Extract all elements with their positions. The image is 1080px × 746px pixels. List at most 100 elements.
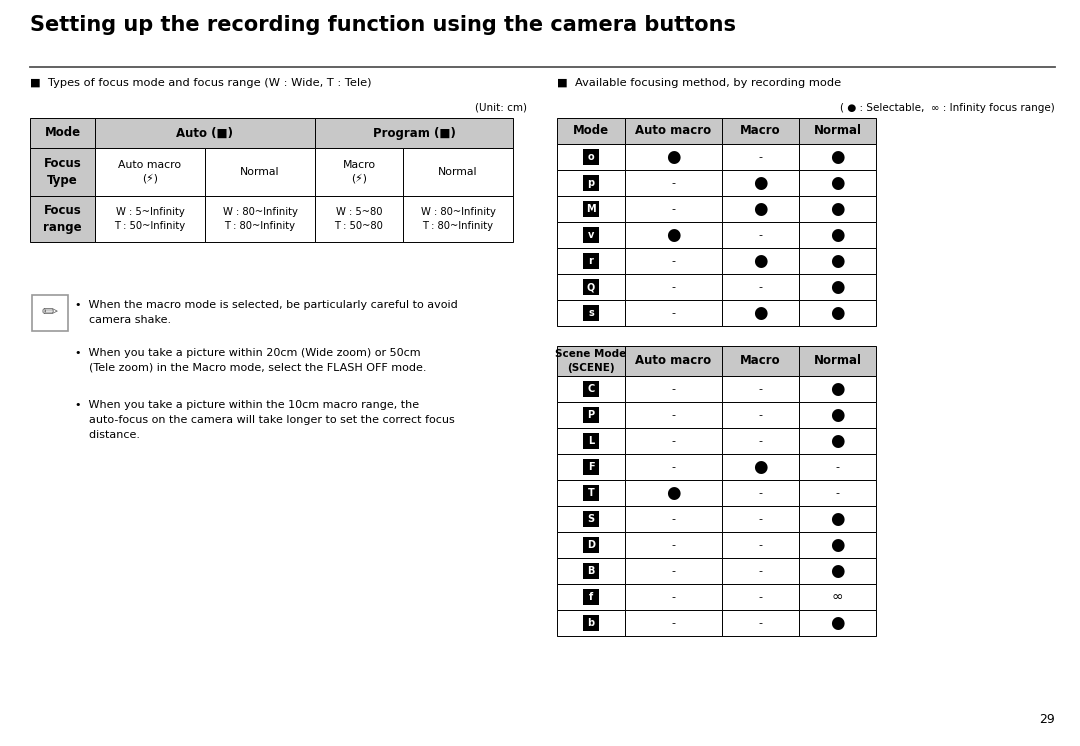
Text: ∞: ∞: [832, 590, 843, 604]
Bar: [315, 118, 513, 148]
Bar: [799, 558, 876, 584]
Bar: [723, 402, 799, 428]
Bar: [583, 537, 599, 553]
Bar: [625, 480, 723, 506]
Text: ●: ●: [831, 614, 845, 632]
Bar: [583, 433, 599, 449]
Text: ●: ●: [831, 226, 845, 244]
Bar: [625, 274, 723, 300]
Text: ●: ●: [831, 562, 845, 580]
Text: F: F: [588, 462, 594, 472]
Bar: [315, 196, 403, 242]
Text: p: p: [588, 178, 595, 188]
Bar: [799, 346, 876, 376]
Text: Auto macro
(⚡): Auto macro (⚡): [119, 160, 181, 184]
Text: -: -: [758, 514, 762, 524]
Bar: [557, 480, 625, 506]
Bar: [583, 589, 599, 605]
Bar: [723, 118, 799, 144]
Text: C: C: [588, 384, 595, 394]
Bar: [723, 274, 799, 300]
Text: ●: ●: [753, 304, 768, 322]
Bar: [557, 506, 625, 532]
Bar: [583, 381, 599, 397]
Text: -: -: [672, 436, 675, 446]
Bar: [583, 407, 599, 423]
Text: ■  Types of focus mode and focus range (W : Wide, T : Tele): ■ Types of focus mode and focus range (W…: [30, 78, 372, 88]
Text: ●: ●: [831, 304, 845, 322]
Bar: [625, 346, 723, 376]
Text: ●: ●: [753, 200, 768, 218]
Text: f: f: [589, 592, 593, 602]
Bar: [799, 428, 876, 454]
Text: Program (■): Program (■): [373, 127, 456, 140]
Bar: [557, 402, 625, 428]
Bar: [723, 222, 799, 248]
Text: -: -: [836, 488, 839, 498]
Text: B: B: [588, 566, 595, 576]
Bar: [799, 610, 876, 636]
Bar: [625, 248, 723, 274]
Text: Normal: Normal: [813, 125, 862, 137]
Text: Macro: Macro: [740, 125, 781, 137]
Bar: [30, 196, 95, 242]
Bar: [625, 144, 723, 170]
Text: Focus
Type: Focus Type: [43, 157, 81, 187]
Text: o: o: [588, 152, 594, 162]
Text: r: r: [589, 256, 593, 266]
Text: ■  Available focusing method, by recording mode: ■ Available focusing method, by recordin…: [557, 78, 841, 88]
Text: P: P: [588, 410, 595, 420]
Text: (Unit: cm): (Unit: cm): [475, 103, 527, 113]
Text: Mode: Mode: [572, 125, 609, 137]
Bar: [799, 480, 876, 506]
Bar: [799, 118, 876, 144]
Text: -: -: [672, 308, 675, 318]
Text: -: -: [758, 152, 762, 162]
Text: Macro: Macro: [740, 354, 781, 368]
Bar: [557, 428, 625, 454]
Bar: [557, 300, 625, 326]
Bar: [557, 558, 625, 584]
Bar: [723, 506, 799, 532]
Text: •  When you take a picture within the 10cm macro range, the
    auto-focus on th: • When you take a picture within the 10c…: [75, 400, 455, 439]
Text: ●: ●: [753, 458, 768, 476]
Bar: [625, 170, 723, 196]
Bar: [723, 346, 799, 376]
Bar: [625, 402, 723, 428]
Text: Normal: Normal: [438, 167, 477, 177]
Bar: [799, 376, 876, 402]
Bar: [723, 144, 799, 170]
Text: L: L: [588, 436, 594, 446]
Bar: [557, 144, 625, 170]
Bar: [799, 248, 876, 274]
Text: 29: 29: [1039, 713, 1055, 726]
Text: •  When the macro mode is selected, be particularly careful to avoid
    camera : • When the macro mode is selected, be pa…: [75, 300, 458, 325]
Bar: [799, 144, 876, 170]
Text: -: -: [672, 178, 675, 188]
Bar: [583, 253, 599, 269]
Text: -: -: [672, 256, 675, 266]
Text: ●: ●: [831, 174, 845, 192]
Text: ●: ●: [666, 484, 680, 502]
Text: Setting up the recording function using the camera buttons: Setting up the recording function using …: [30, 15, 735, 35]
Bar: [557, 610, 625, 636]
Text: W : 80~Infinity
T : 80~Infinity: W : 80~Infinity T : 80~Infinity: [222, 207, 297, 231]
Bar: [583, 279, 599, 295]
Text: s: s: [589, 308, 594, 318]
Text: -: -: [758, 566, 762, 576]
Text: -: -: [672, 540, 675, 550]
Bar: [799, 454, 876, 480]
Text: S: S: [588, 514, 595, 524]
Bar: [205, 196, 315, 242]
Text: v: v: [588, 230, 594, 240]
Text: ●: ●: [831, 510, 845, 528]
Text: Auto (■): Auto (■): [176, 127, 233, 140]
Bar: [799, 274, 876, 300]
Bar: [583, 305, 599, 321]
Bar: [625, 454, 723, 480]
Bar: [557, 532, 625, 558]
Bar: [625, 376, 723, 402]
Text: Focus
range: Focus range: [43, 204, 82, 234]
Bar: [799, 402, 876, 428]
Bar: [723, 170, 799, 196]
